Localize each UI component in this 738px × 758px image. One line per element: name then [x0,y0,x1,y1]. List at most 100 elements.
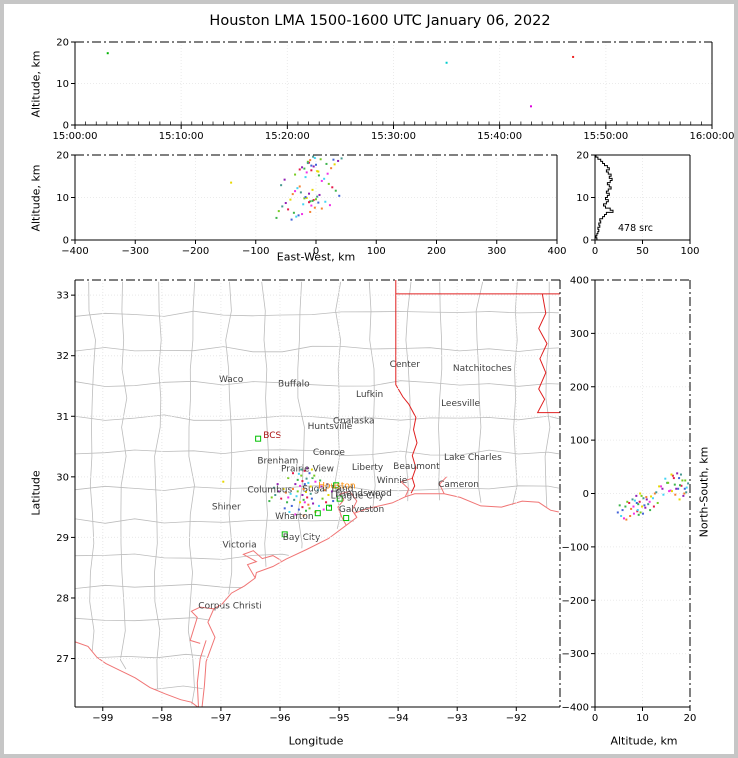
city-label: Wharton [275,512,314,522]
source-point [302,203,305,206]
source-point [297,472,300,475]
source-point [664,477,667,480]
source-point [290,218,293,221]
x-tick-label: −100 [242,246,269,257]
source-point [333,163,336,166]
source-point [319,158,322,161]
y-tick-label: 31 [56,412,69,423]
source-point [320,207,323,210]
source-point [641,512,644,515]
y-tick-label: 32 [56,351,69,362]
county-line [75,485,559,492]
source-count-annotation: 478 src [618,223,653,234]
y-tick-label: 300 [570,329,589,340]
source-point [316,170,319,173]
y-tick-label: 20 [56,38,69,49]
source-point [334,189,337,192]
source-point [311,199,314,202]
city-label: Houston [318,481,355,491]
source-point [314,480,317,483]
source-point [308,472,311,475]
city-label: Waco [219,375,244,385]
source-point [320,179,323,182]
station-marker [326,504,333,511]
source-point [637,513,640,516]
source-point [312,199,315,202]
station-marker [343,515,350,522]
y-tick-label: 400 [570,276,589,287]
source-point [647,503,650,506]
county-line [119,281,128,670]
source-point [684,479,687,482]
source-point [287,496,290,499]
source-point [320,485,323,488]
x-tick-label: −95 [329,713,350,724]
source-point [675,487,678,490]
y-tick-label: 20 [576,151,589,162]
county-line [261,281,270,567]
source-point [674,493,677,496]
source-point [301,506,304,509]
source-point [676,472,679,475]
source-point [305,196,308,199]
histogram-line [595,154,614,240]
source-point [319,479,322,482]
source-point [310,468,313,471]
county-line [297,281,305,549]
source-point [308,201,311,204]
city-label: Beaumont [393,462,440,472]
county-line [405,281,412,502]
source-point [445,61,448,64]
source-point [328,504,331,507]
source-point [682,494,685,497]
x-tick-label: −93 [447,713,468,724]
source-point [284,491,287,494]
city-label: Victoria [223,541,257,551]
source-point [315,198,317,201]
source-point [291,487,294,490]
source-point [628,501,631,504]
source-point [303,501,306,504]
source-point [529,105,532,108]
source-point [668,490,671,493]
source-point [304,490,307,493]
ew-xlabel: East-West, km [276,250,356,264]
x-tick-label: −400 [61,246,88,257]
y-tick-label: 0 [583,489,589,500]
source-point [309,159,312,162]
source-point [671,474,674,477]
source-point [316,195,319,198]
source-point [669,489,672,492]
source-point [658,485,661,488]
source-point [299,501,302,504]
coastline [438,476,447,495]
source-point [332,500,335,503]
source-point [301,480,304,483]
source-point [649,509,652,512]
coastline [189,606,214,644]
source-point [307,503,310,506]
y-tick-label: 0 [583,236,589,247]
source-point [312,165,315,168]
source-point [309,485,312,488]
source-point [680,484,683,487]
x-tick-label: 15:50:00 [583,131,628,142]
source-point [650,495,653,498]
source-point [635,501,638,504]
city-label: Leesville [441,399,480,409]
source-point [297,508,300,511]
source-point [300,468,303,471]
county-line [75,380,559,387]
source-point [679,473,682,476]
source-point [287,477,290,480]
source-point [317,201,320,204]
source-point [299,484,302,487]
source-point [295,495,298,498]
county-line [97,653,206,659]
source-point [310,164,313,167]
x-tick-label: −94 [388,713,409,724]
coastline [242,550,282,579]
x-tick-label: 20 [684,713,697,724]
city-label: Natchitoches [453,364,512,374]
